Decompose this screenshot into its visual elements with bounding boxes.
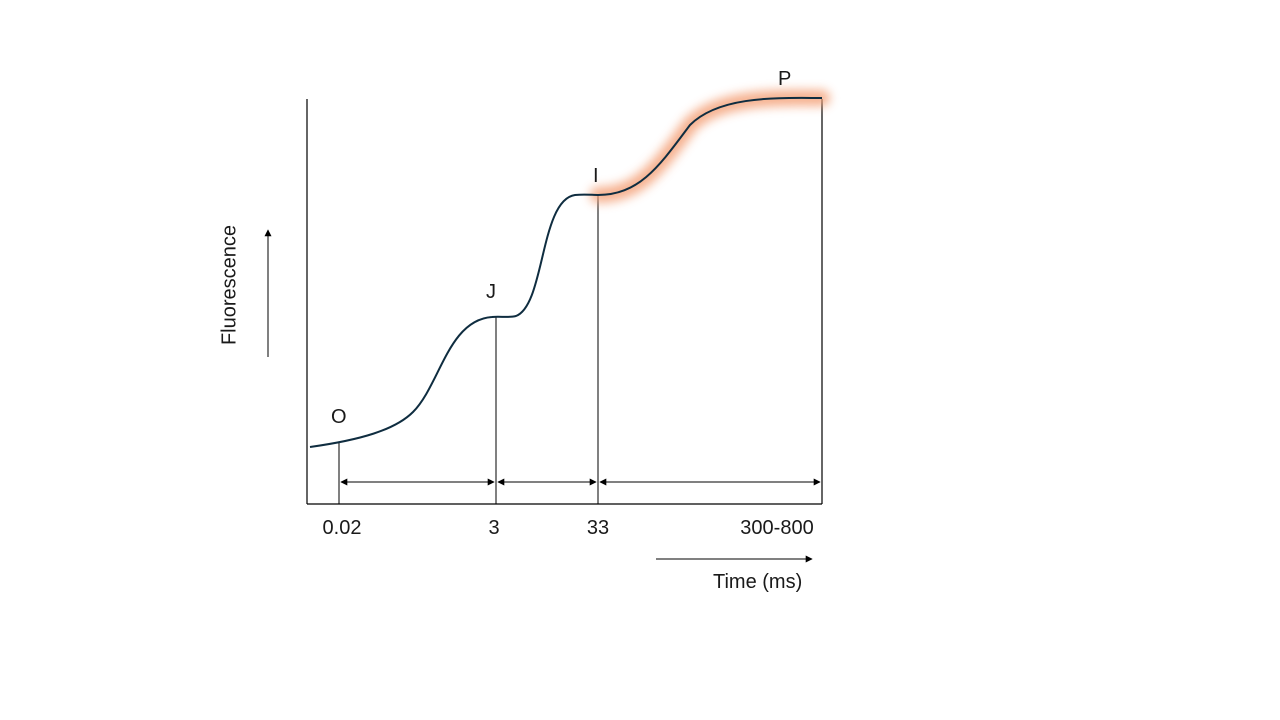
time-tick-label: 0.02 xyxy=(322,517,362,539)
y-axis-title: Fluorescence xyxy=(218,224,241,346)
point-label-i: I xyxy=(593,165,599,187)
point-label-p: P xyxy=(778,68,792,90)
fluorescence-curve xyxy=(309,96,823,448)
time-tick-label: 33 xyxy=(586,517,610,539)
time-tick-label: 300-800 xyxy=(740,517,814,539)
x-axis-title: Time (ms) xyxy=(713,571,803,593)
i-p-phase-highlight xyxy=(590,89,830,203)
time-tick-label: 3 xyxy=(488,517,500,539)
point-label-j: J xyxy=(486,281,496,303)
point-label-o: O xyxy=(331,406,347,428)
